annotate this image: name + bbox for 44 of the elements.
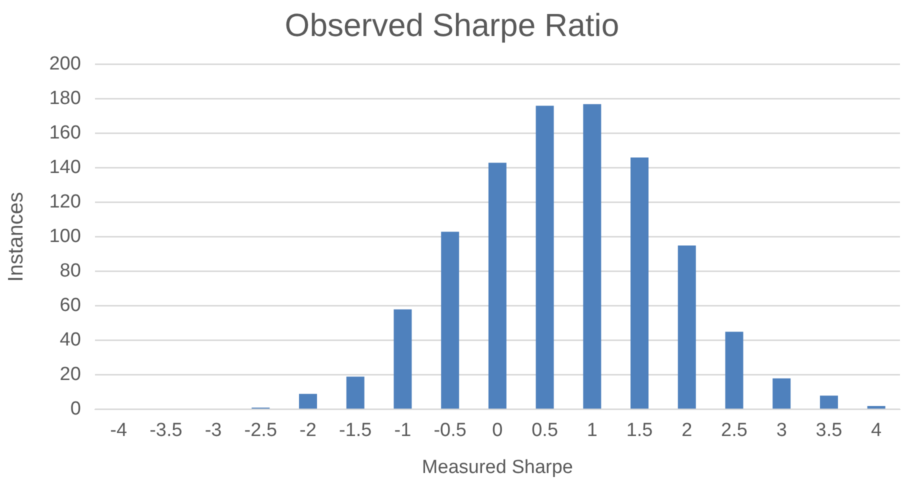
x-tick-label: -2 <box>300 420 316 442</box>
x-tick-label: -0.5 <box>434 420 466 442</box>
x-tick-label: 3 <box>776 420 787 442</box>
bar <box>678 246 696 409</box>
y-tick-label: 100 <box>49 226 81 248</box>
y-axis-title: Instances <box>4 192 28 282</box>
y-tick-label: 160 <box>49 122 81 144</box>
x-tick-label: -3 <box>204 420 222 442</box>
x-tick-label: -4 <box>110 420 128 442</box>
y-tick-label: 180 <box>49 88 81 110</box>
bar <box>488 162 506 409</box>
bar <box>725 332 744 409</box>
x-tick-label: 0.5 <box>532 420 558 442</box>
y-tick-label: 40 <box>60 330 81 351</box>
y-tick-label: 80 <box>60 260 81 282</box>
bar <box>630 158 649 409</box>
x-tick-label: -3.5 <box>150 420 182 442</box>
y-tick-label: 60 <box>60 295 81 316</box>
x-tick-label: 2.5 <box>721 420 748 442</box>
x-tick-label: -1 <box>394 420 412 442</box>
y-tick-label: 120 <box>49 192 81 213</box>
bar <box>583 104 602 409</box>
bar <box>867 406 886 409</box>
x-tick-label: 4 <box>871 420 882 442</box>
bar <box>441 232 460 409</box>
y-tick-label: 140 <box>49 157 81 178</box>
x-tick-label: 1.5 <box>626 420 653 442</box>
bar <box>820 396 838 409</box>
bar <box>536 106 554 409</box>
bar <box>772 378 791 409</box>
bar <box>299 394 318 409</box>
y-tick-label: 200 <box>49 54 81 75</box>
chart-title: Observed Sharpe Ratio <box>284 7 620 44</box>
y-tick-label: 0 <box>70 398 81 420</box>
x-tick-label: -2.5 <box>244 420 278 442</box>
bar <box>346 376 364 409</box>
x-tick-label: -1.5 <box>339 420 372 442</box>
x-tick-label: 2 <box>682 420 692 442</box>
bar <box>394 309 412 409</box>
y-tick-label: 20 <box>60 364 81 386</box>
x-tick-label: 0 <box>492 420 503 442</box>
x-axis-title: Measured Sharpe <box>422 456 573 478</box>
x-tick-label: 1 <box>586 420 598 442</box>
x-tick-label: 3.5 <box>816 420 842 442</box>
